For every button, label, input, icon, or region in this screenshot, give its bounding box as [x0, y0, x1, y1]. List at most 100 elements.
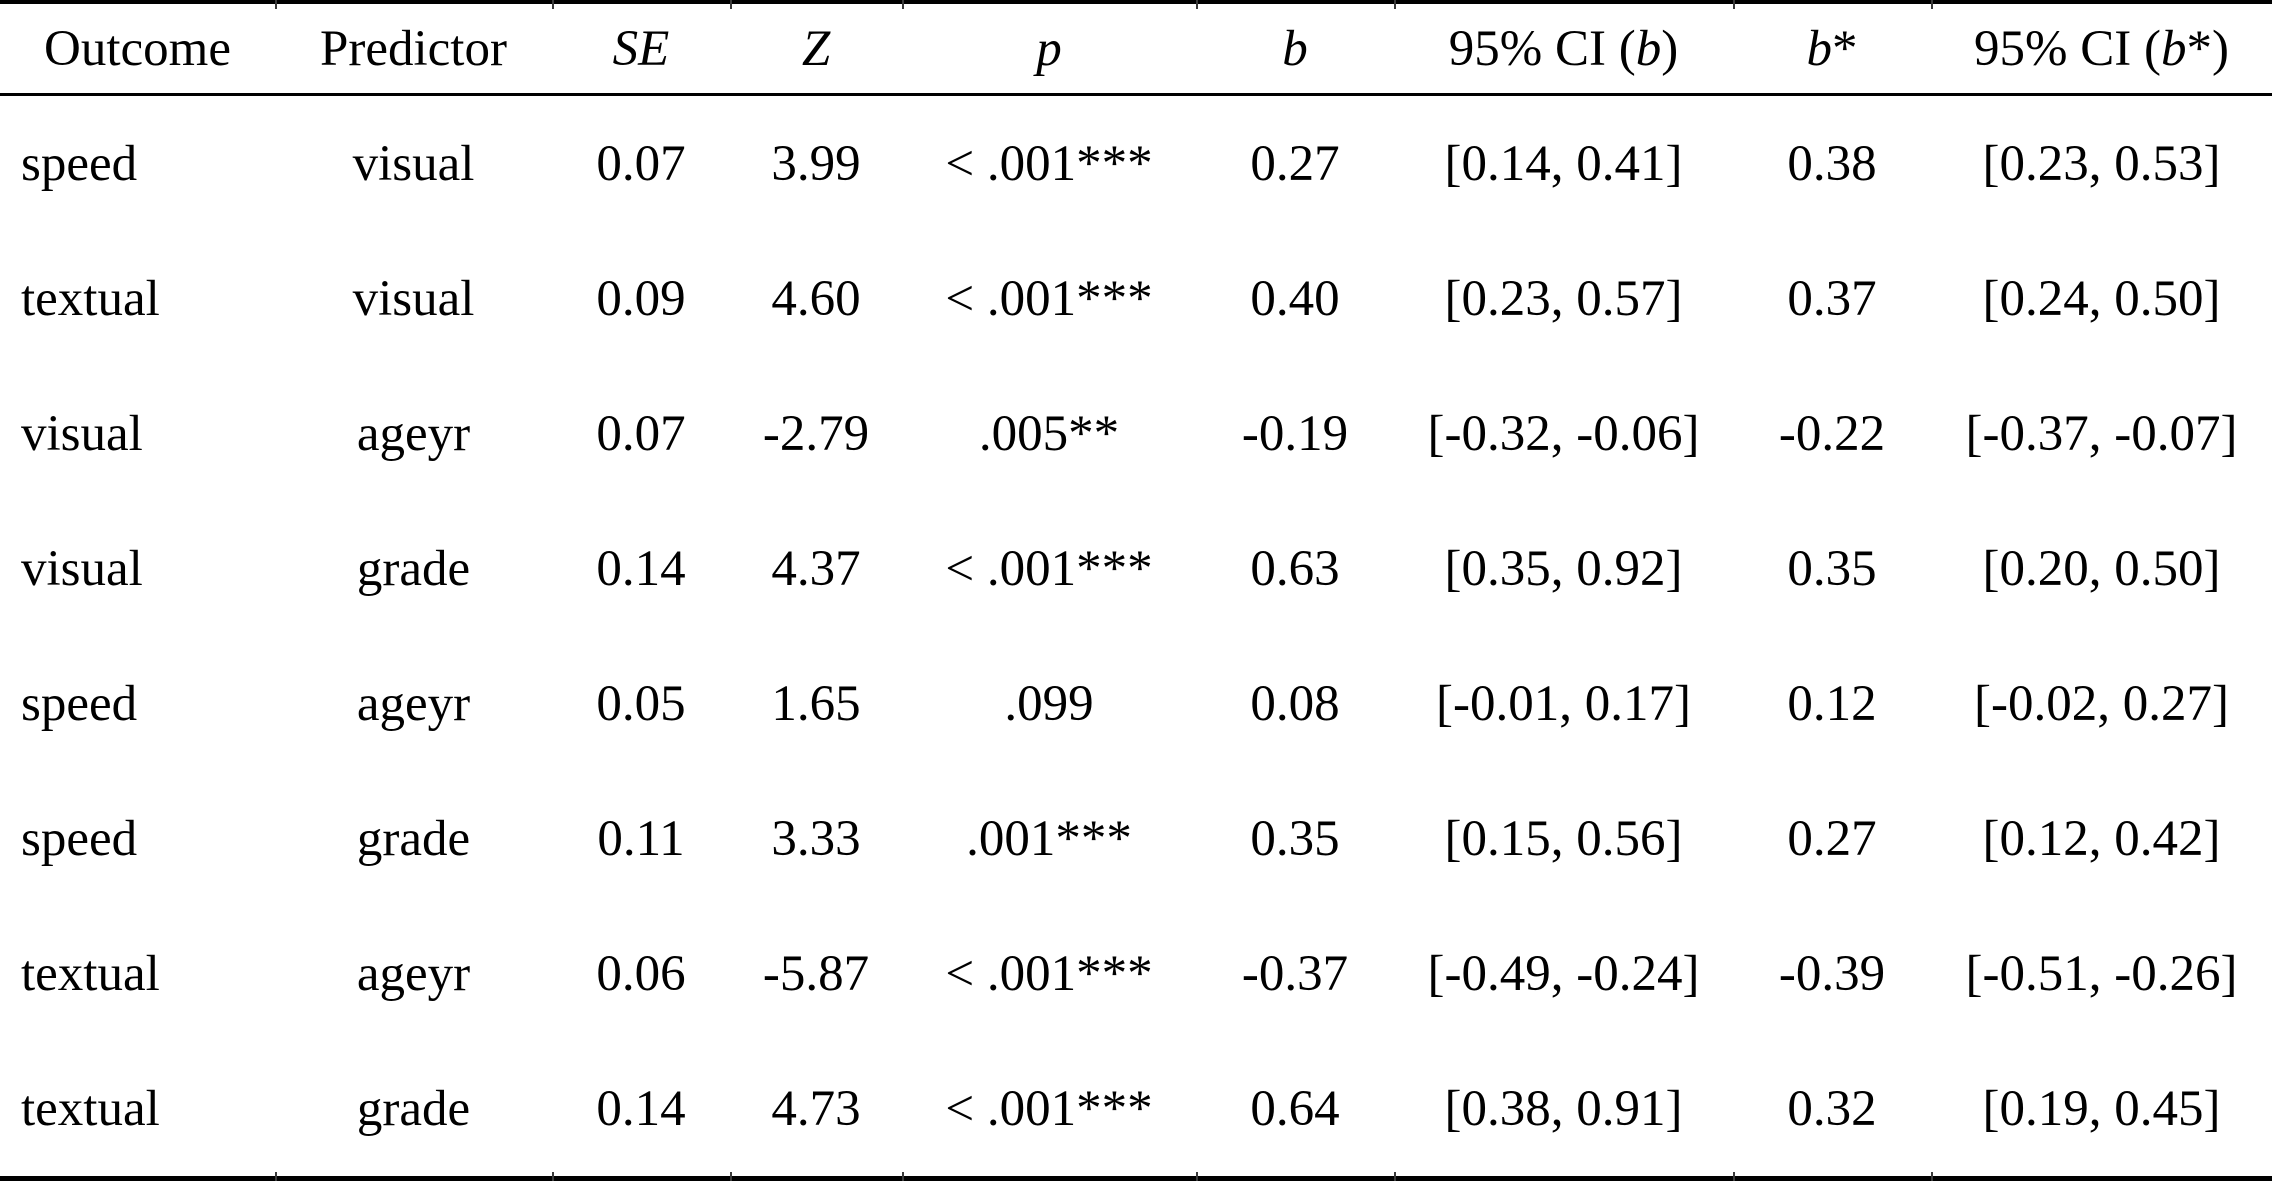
table-cell-r2-c4: .005** — [978, 405, 1120, 462]
table-cell-r5-c4: .001*** — [966, 810, 1132, 867]
table-cell-r3-c3: 4.37 — [771, 540, 861, 597]
column-divider-tick — [552, 1172, 554, 1181]
column-divider-tick — [275, 1172, 277, 1181]
table-cell-r3-c0: visual — [21, 540, 143, 597]
table-cell-r6-c6: [-0.49, -0.24] — [1427, 945, 1700, 1002]
column-header-8: 95% CI (b*) — [1931, 2, 2272, 96]
table-cell-r6-c2: 0.06 — [596, 945, 686, 1002]
table-row-5: speed grade 0.11 3.33 .001*** 0.35 [0.15, 0.56… — [0, 771, 2272, 906]
column-divider-tick — [1931, 1172, 1933, 1181]
table-cell-r1-c8: [0.24, 0.50] — [1982, 270, 2221, 327]
column-divider-tick — [1196, 0, 1198, 9]
column-header-6: 95% CI (b) — [1394, 2, 1733, 96]
table-cell-r4-c6: [-0.01, 0.17] — [1436, 675, 1691, 732]
table-cell-r4-c8: [-0.02, 0.27] — [1974, 675, 2229, 732]
table-cell-r5-c3: 3.33 — [771, 810, 861, 867]
table-cell-r6-c7: -0.39 — [1778, 945, 1886, 1002]
column-header-5-part-0: b — [1282, 20, 1308, 77]
column-header-7-part-0: b — [1806, 20, 1833, 77]
table-cell-r7-c8: [0.19, 0.45] — [1982, 1080, 2221, 1137]
table-cell-r2-c3: -2.79 — [762, 405, 870, 462]
table-cell-r1-c1: visual — [352, 270, 475, 327]
column-header-3: Z — [730, 2, 902, 96]
table-cell-r3-c2: 0.14 — [596, 540, 686, 597]
table-cell-r6-c8: [-0.51, -0.26] — [1965, 945, 2238, 1002]
table-cell-r1-c5: 0.40 — [1250, 270, 1340, 327]
table-cell-r3-c6: [0.35, 0.92] — [1444, 540, 1683, 597]
table-cell-r5-c0: speed — [21, 810, 138, 867]
table-cell-r7-c2: 0.14 — [596, 1080, 686, 1137]
column-header-2: SE — [552, 2, 730, 96]
table-cell-r3-c7: 0.35 — [1787, 540, 1877, 597]
table-cell-r6-c3: -5.87 — [762, 945, 870, 1002]
table-cell-r2-c5: -0.19 — [1241, 405, 1349, 462]
column-divider-tick — [902, 1172, 904, 1181]
table-cell-r2-c0: visual — [21, 405, 143, 462]
table-cell-r7-c3: 4.73 — [771, 1080, 861, 1137]
table-cell-r2-c8: [-0.37, -0.07] — [1965, 405, 2238, 462]
table-row-7: textual grade 0.14 4.73 < .001*** 0.64 [0.38, … — [0, 1041, 2272, 1179]
table-cell-r2-c2: 0.07 — [596, 405, 686, 462]
table-cell-r7-c4: < .001*** — [945, 1080, 1153, 1137]
table-cell-r1-c4: < .001*** — [945, 270, 1153, 327]
column-divider-tick — [1196, 1172, 1198, 1181]
table-cell-r6-c0: textual — [21, 945, 160, 1002]
column-header-0-part-0: Outcome — [44, 20, 231, 77]
table-cell-r4-c4: .099 — [1004, 675, 1094, 732]
table-cell-r7-c5: 0.64 — [1250, 1080, 1340, 1137]
table-cell-r1-c3: 4.60 — [771, 270, 861, 327]
column-header-2-part-0: SE — [612, 20, 670, 77]
table-cell-r0-c0: speed — [21, 135, 138, 192]
column-divider-tick — [275, 0, 277, 9]
table-cell-r0-c8: [0.23, 0.53] — [1982, 135, 2221, 192]
table-cell-r0-c3: 3.99 — [771, 135, 861, 192]
column-divider-tick — [902, 0, 904, 9]
table-cell-r7-c6: [0.38, 0.91] — [1444, 1080, 1683, 1137]
table-cell-r7-c7: 0.32 — [1787, 1080, 1877, 1137]
column-header-6-part-0: 95% CI ( — [1448, 20, 1636, 77]
column-header-0: Outcome — [0, 2, 275, 96]
column-divider-tick — [1394, 1172, 1396, 1181]
table-row-6: textual ageyr 0.06 -5.87 < .001*** -0.37 [-0.4… — [0, 906, 2272, 1041]
table-row-4: speed ageyr 0.05 1.65 .099 0.08 [-0.01, 0.17] 0… — [0, 636, 2272, 771]
column-divider-tick — [1931, 0, 1933, 9]
table-cell-r4-c5: 0.08 — [1250, 675, 1340, 732]
column-divider-tick — [730, 1172, 732, 1181]
column-header-1: Predictor — [275, 2, 552, 96]
table-cell-r0-c1: visual — [352, 135, 475, 192]
table-cell-r4-c1: ageyr — [356, 675, 471, 732]
table-cell-r0-c6: [0.14, 0.41] — [1444, 135, 1683, 192]
table-cell-r0-c4: < .001*** — [945, 135, 1153, 192]
table-row-3: visual grade 0.14 4.37 < .001*** 0.63 [0.35, 0… — [0, 501, 2272, 636]
column-header-8-part-2: *) — [2186, 20, 2229, 77]
table-cell-r0-c5: 0.27 — [1250, 135, 1340, 192]
table-row-2: visual ageyr 0.07 -2.79 .005** -0.19 [-0.32, -… — [0, 366, 2272, 501]
table-row-0: speed visual 0.07 3.99 < .001*** 0.27 [0.14, 0… — [0, 95, 2272, 232]
table-cell-r5-c5: 0.35 — [1250, 810, 1340, 867]
column-header-7: b* — [1733, 2, 1931, 96]
column-header-3-part-0: Z — [801, 20, 831, 77]
column-divider-tick — [1733, 1172, 1735, 1181]
column-divider-tick — [1394, 0, 1396, 9]
table-cell-r1-c0: textual — [21, 270, 160, 327]
table-cell-r2-c1: ageyr — [356, 405, 471, 462]
table-cell-r1-c6: [0.23, 0.57] — [1444, 270, 1683, 327]
table-cell-r6-c5: -0.37 — [1241, 945, 1349, 1002]
table-cell-r1-c7: 0.37 — [1787, 270, 1877, 327]
table-cell-r3-c1: grade — [356, 540, 471, 597]
table-cell-r4-c7: 0.12 — [1787, 675, 1877, 732]
column-divider-tick — [552, 0, 554, 9]
table-cell-r4-c2: 0.05 — [596, 675, 686, 732]
column-header-8-part-0: 95% CI ( — [1974, 20, 2161, 77]
column-header-6-part-1: b — [1635, 20, 1662, 77]
column-header-1-part-0: Predictor — [320, 20, 507, 77]
table-cell-r6-c1: ageyr — [356, 945, 471, 1002]
table-cell-r4-c0: speed — [21, 675, 138, 732]
table-cell-r0-c7: 0.38 — [1787, 135, 1877, 192]
table-cell-r5-c7: 0.27 — [1787, 810, 1877, 867]
column-header-4: p — [902, 2, 1196, 96]
table-cell-r7-c0: textual — [21, 1080, 160, 1137]
